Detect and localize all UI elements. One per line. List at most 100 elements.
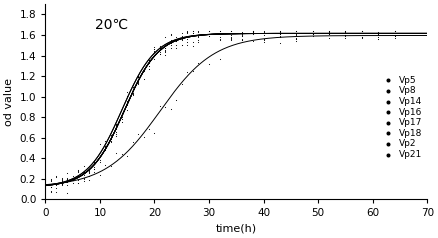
Point (178, 43, 185, 47)
Point (309, 32, 316, 36)
Point (156, 104, 163, 108)
Point (249, 30, 256, 33)
Point (113, 134, 120, 138)
Point (205, 30, 212, 33)
Point (96, 173, 103, 177)
Point (53, 181, 60, 185)
Point (391, 36, 398, 40)
Point (194, 61, 201, 64)
Point (167, 40, 174, 44)
Point (102, 142, 109, 146)
Point (293, 37, 300, 41)
Point (124, 154, 131, 158)
Point (276, 30, 283, 34)
Point (42, 187, 49, 190)
Point (325, 32, 332, 36)
Point (102, 144, 109, 148)
Point (140, 69, 147, 73)
Point (358, 31, 365, 35)
Point (167, 43, 174, 47)
Point (178, 34, 185, 38)
Point (276, 35, 283, 39)
Point (134, 80, 141, 84)
Point (134, 75, 141, 79)
Point (189, 34, 196, 38)
Point (184, 31, 191, 35)
Point (64, 183, 71, 187)
Point (173, 37, 180, 41)
Point (238, 34, 245, 38)
Point (216, 57, 223, 61)
Point (145, 59, 152, 62)
Point (151, 50, 158, 53)
Point (216, 37, 223, 41)
Point (260, 31, 267, 35)
Point (184, 30, 191, 34)
Point (189, 44, 196, 48)
Point (173, 39, 180, 43)
Point (227, 30, 234, 33)
Point (325, 32, 332, 36)
Point (194, 35, 201, 38)
Point (80, 164, 87, 168)
Point (205, 62, 212, 66)
Point (391, 32, 398, 35)
Point (151, 47, 158, 51)
Point (124, 103, 131, 106)
Point (167, 33, 174, 36)
Point (162, 46, 169, 50)
Point (58, 180, 65, 183)
Point (58, 177, 65, 181)
Point (58, 182, 65, 186)
Point (107, 130, 114, 134)
Point (173, 46, 180, 50)
Point (205, 32, 212, 35)
Point (107, 134, 114, 137)
Point (167, 46, 174, 50)
Point (342, 31, 349, 35)
Point (309, 30, 316, 33)
Point (189, 69, 196, 73)
Point (69, 174, 76, 178)
Point (145, 127, 152, 131)
Point (74, 178, 81, 182)
Point (342, 34, 349, 38)
Point (113, 127, 120, 131)
Point (47, 179, 54, 183)
Point (140, 68, 147, 72)
Point (134, 81, 141, 84)
Point (358, 36, 365, 40)
Point (260, 40, 267, 44)
Point (69, 181, 76, 185)
Point (184, 30, 191, 33)
Point (173, 35, 180, 39)
Point (391, 34, 398, 38)
Point (134, 74, 141, 78)
Point (64, 176, 71, 180)
Point (342, 30, 349, 33)
Point (205, 30, 212, 33)
X-axis label: time(h): time(h) (216, 224, 257, 234)
Point (107, 139, 114, 143)
Point (374, 35, 381, 39)
Point (205, 34, 212, 38)
Point (216, 35, 223, 39)
Point (124, 90, 131, 94)
Point (238, 34, 245, 38)
Point (238, 38, 245, 42)
Point (129, 92, 136, 96)
Point (374, 32, 381, 36)
Point (358, 30, 365, 33)
Point (118, 111, 125, 115)
Point (91, 165, 98, 169)
Point (374, 32, 381, 36)
Point (194, 34, 201, 37)
Point (53, 183, 60, 187)
Point (145, 61, 152, 65)
Point (64, 178, 71, 181)
Point (53, 182, 60, 186)
Point (145, 60, 152, 64)
Point (91, 167, 98, 171)
Point (107, 164, 114, 167)
Point (129, 88, 136, 92)
